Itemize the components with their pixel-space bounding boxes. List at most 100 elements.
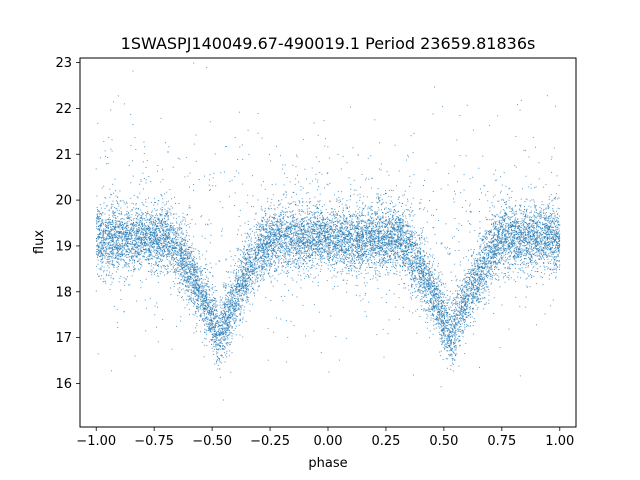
data-point [346,279,348,281]
data-point [310,201,312,203]
data-point [149,297,151,299]
data-point [456,303,457,305]
data-point [438,302,440,304]
data-point [242,297,244,299]
data-point [109,234,111,236]
data-point [417,266,419,268]
data-point [339,239,341,241]
data-point [291,245,293,246]
data-point [470,211,472,212]
data-point [196,270,198,272]
data-point [296,281,298,283]
data-point [153,233,155,235]
data-point [326,238,328,240]
data-point [161,253,163,255]
data-point [155,240,157,242]
data-point [258,253,260,255]
data-point [521,218,523,220]
data-point [313,277,315,279]
data-point [256,267,258,269]
data-point [286,270,288,272]
data-point [274,247,276,249]
data-point [413,279,415,281]
data-point [426,277,428,279]
data-point [242,268,244,270]
data-point [273,331,275,333]
data-point [177,237,179,238]
data-point [111,259,113,261]
data-point [110,193,112,195]
data-point [149,271,151,273]
data-point [289,241,291,243]
data-point [365,263,367,264]
data-point [557,198,559,200]
data-point [293,235,295,237]
data-point [174,242,176,244]
data-point [211,327,213,329]
data-point [202,279,204,281]
data-point [529,220,531,222]
data-point [493,235,495,237]
data-point [265,239,267,241]
data-point [218,358,220,359]
data-point [178,269,180,271]
data-point [550,224,552,226]
data-point [499,224,501,226]
data-point [379,275,381,277]
data-point [268,246,270,248]
data-point [125,242,126,244]
data-point [286,246,288,248]
data-point [443,327,444,329]
data-point [346,216,348,218]
data-point [431,265,433,267]
data-point [292,201,294,203]
data-point [341,235,343,237]
data-point [515,281,517,283]
data-point [502,226,504,228]
data-point [287,235,289,237]
data-point [383,258,385,260]
data-point [157,203,159,205]
data-point [369,244,371,246]
data-point [339,261,341,263]
data-point [402,220,404,222]
data-point [465,320,466,322]
data-point [165,203,167,205]
data-point [241,240,243,242]
data-point [221,340,222,342]
data-point [388,259,390,260]
data-point [285,207,287,209]
data-point [425,274,427,276]
data-point [173,245,175,247]
data-point [162,233,164,235]
data-point [484,252,486,254]
data-point [393,232,395,234]
data-point [484,247,486,249]
data-point [269,258,271,260]
data-point [244,281,245,283]
data-point [211,343,212,345]
data-point [195,294,197,296]
data-point [466,312,468,313]
data-point [300,189,302,191]
data-point [558,231,560,233]
data-point [352,259,354,261]
data-point [477,282,479,284]
data-point [183,255,185,256]
data-point [401,221,403,223]
data-point [515,260,517,262]
data-point [347,236,349,238]
data-point [175,232,177,234]
data-point [215,185,217,187]
data-point [377,188,379,189]
data-point [382,257,384,259]
data-point [481,260,483,262]
data-point [109,271,110,273]
data-point [260,262,262,264]
data-point [374,226,376,228]
data-point [500,216,502,218]
data-point [220,330,222,332]
data-point [300,233,302,234]
data-point [101,214,103,216]
data-point [349,247,351,249]
